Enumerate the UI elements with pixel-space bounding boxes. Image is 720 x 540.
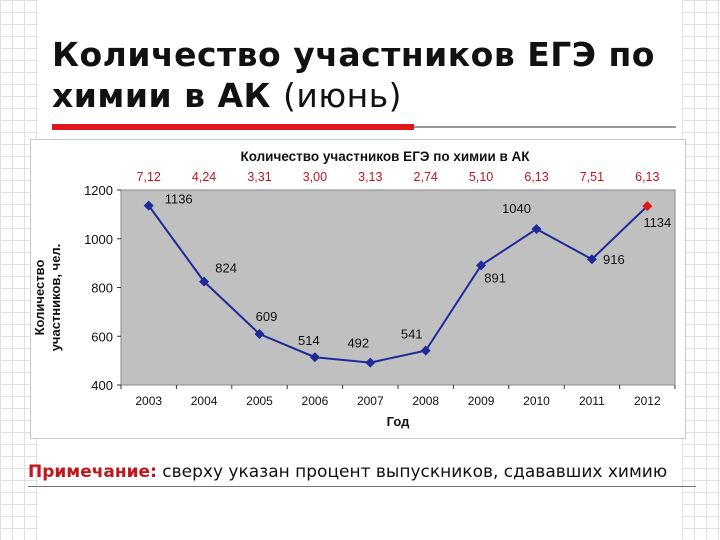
slide-background-pattern-right [682,0,720,540]
data-point-marker [531,224,542,234]
data-point-marker [254,329,265,340]
data-value-label: 824 [215,261,237,276]
data-point-marker [143,200,154,211]
data-value-label: 891 [484,270,506,285]
percent-label: 6,13 [635,170,659,184]
x-tick-label: 2003 [135,394,162,408]
data-point-marker [476,260,487,271]
data-value-label: 916 [603,252,625,267]
x-tick-label: 2006 [302,394,329,408]
x-tick-label: 2004 [191,394,218,408]
title-underline-rule [414,126,676,128]
percent-label: 3,13 [358,170,382,184]
data-value-label: 1134 [643,215,671,230]
value-labels: 1136 824 609 514 492 541 891 1040 916 1134 [165,192,672,351]
y-tick-label: 1000 [84,232,113,247]
title-underline-accent [52,124,414,130]
x-tick-label: 2005 [246,394,273,408]
data-point-marker [309,352,320,363]
y-tick-label: 600 [91,329,113,344]
plot-area [120,189,676,386]
percent-labels: 7,12 4,24 3,31 3,00 3,13 2,74 5,10 6,13 7,51 6,13 [137,170,660,184]
x-tick-label: 2009 [468,394,495,408]
series-line [147,205,648,364]
data-value-label: 1040 [502,201,531,216]
y-axis: 400 600 800 1000 1200 [84,183,121,393]
footnote-underline [28,486,696,487]
data-point-marker [642,201,653,212]
data-value-label: 609 [256,309,278,324]
x-tick-label: 2012 [634,394,661,408]
y-tick-label: 1200 [84,183,113,198]
percent-label: 3,31 [247,170,271,184]
x-tick-label: 2011 [579,394,605,408]
percent-label: 7,12 [137,170,161,184]
x-tick-label: 2008 [412,394,439,408]
chart-title: Количество участников ЕГЭ по химии в АК [240,149,530,164]
x-axis: 2003 2004 2005 2006 2007 2008 2009 2010 2011 2012 [120,385,676,408]
footnote: Примечание: сверху указан процент выпуск… [28,462,708,482]
y-axis-title: Количествоучастников, чел. [32,244,63,352]
percent-label: 4,24 [192,170,216,184]
data-point-marker [365,357,376,368]
slide-title: Количество участников ЕГЭ по химии в АК … [52,34,692,116]
y-tick-label: 800 [91,281,113,296]
percent-label: 2,74 [414,170,438,184]
percent-label: 6,13 [524,170,548,184]
percent-label: 7,51 [580,170,604,184]
data-value-label: 514 [298,333,320,348]
data-value-label: 1136 [165,192,193,207]
data-point-marker [199,276,210,287]
footnote-label: Примечание: [28,462,157,482]
data-point-marker [586,254,597,265]
slide-title-normal: (июнь) [283,76,403,115]
footnote-text: сверху указан процент выпускников, сдава… [162,462,668,482]
percent-label: 5,10 [469,170,493,184]
y-tick-label: 400 [91,378,113,393]
data-value-label: 541 [401,327,423,342]
x-axis-title: Год [387,414,410,429]
data-value-label: 492 [347,336,369,351]
x-tick-label: 2010 [523,394,550,408]
line-chart: Количество участников ЕГЭ по химии в АК … [32,149,676,429]
x-tick-label: 2007 [357,394,384,408]
data-markers [143,200,653,368]
percent-label: 3,00 [303,170,327,184]
slide-title-bold: Количество участников ЕГЭ по химии в АК [52,35,655,115]
data-point-marker [420,345,431,356]
